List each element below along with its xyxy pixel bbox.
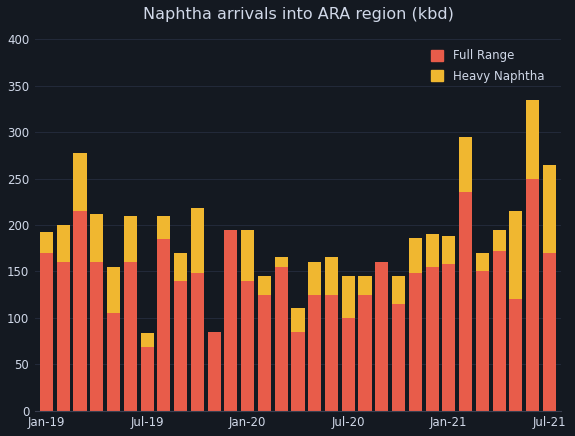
Bar xyxy=(158,216,170,239)
Bar xyxy=(526,178,539,411)
Bar xyxy=(241,230,254,281)
Bar xyxy=(493,251,505,411)
Bar xyxy=(40,232,53,253)
Bar xyxy=(191,208,204,273)
Bar xyxy=(476,253,489,271)
Bar xyxy=(442,264,455,411)
Bar xyxy=(459,192,472,411)
Bar xyxy=(57,225,70,262)
Bar xyxy=(292,308,305,332)
Bar xyxy=(174,281,187,411)
Bar xyxy=(342,276,355,318)
Bar xyxy=(174,253,187,281)
Bar xyxy=(543,165,556,253)
Legend: Full Range, Heavy Naphtha: Full Range, Heavy Naphtha xyxy=(426,44,550,89)
Bar xyxy=(124,262,137,411)
Bar xyxy=(258,276,271,294)
Bar xyxy=(40,253,53,411)
Bar xyxy=(426,267,439,411)
Bar xyxy=(392,304,405,411)
Bar xyxy=(258,294,271,411)
Bar xyxy=(124,216,137,262)
Bar xyxy=(442,236,455,264)
Bar xyxy=(292,332,305,411)
Bar xyxy=(90,214,104,262)
Bar xyxy=(308,294,321,411)
Bar xyxy=(140,334,154,347)
Bar xyxy=(208,332,221,411)
Bar xyxy=(509,211,523,299)
Bar xyxy=(342,318,355,411)
Bar xyxy=(493,231,505,251)
Bar xyxy=(358,276,371,294)
Bar xyxy=(459,137,472,192)
Bar xyxy=(74,153,87,211)
Bar xyxy=(426,234,439,267)
Bar xyxy=(409,273,422,411)
Bar xyxy=(74,211,87,411)
Bar xyxy=(543,253,556,411)
Bar xyxy=(241,281,254,411)
Bar xyxy=(140,347,154,411)
Bar xyxy=(107,313,120,411)
Bar xyxy=(275,257,288,267)
Title: Naphtha arrivals into ARA region (kbd): Naphtha arrivals into ARA region (kbd) xyxy=(143,7,454,22)
Bar xyxy=(476,271,489,411)
Bar xyxy=(158,239,170,411)
Bar xyxy=(358,294,371,411)
Bar xyxy=(526,100,539,178)
Bar xyxy=(375,262,388,411)
Bar xyxy=(308,262,321,294)
Bar xyxy=(107,267,120,313)
Bar xyxy=(90,262,104,411)
Bar xyxy=(392,276,405,304)
Bar xyxy=(57,262,70,411)
Bar xyxy=(409,238,422,273)
Bar xyxy=(325,257,338,294)
Bar xyxy=(224,230,237,411)
Bar xyxy=(275,267,288,411)
Bar xyxy=(509,299,523,411)
Bar xyxy=(325,294,338,411)
Bar xyxy=(191,273,204,411)
